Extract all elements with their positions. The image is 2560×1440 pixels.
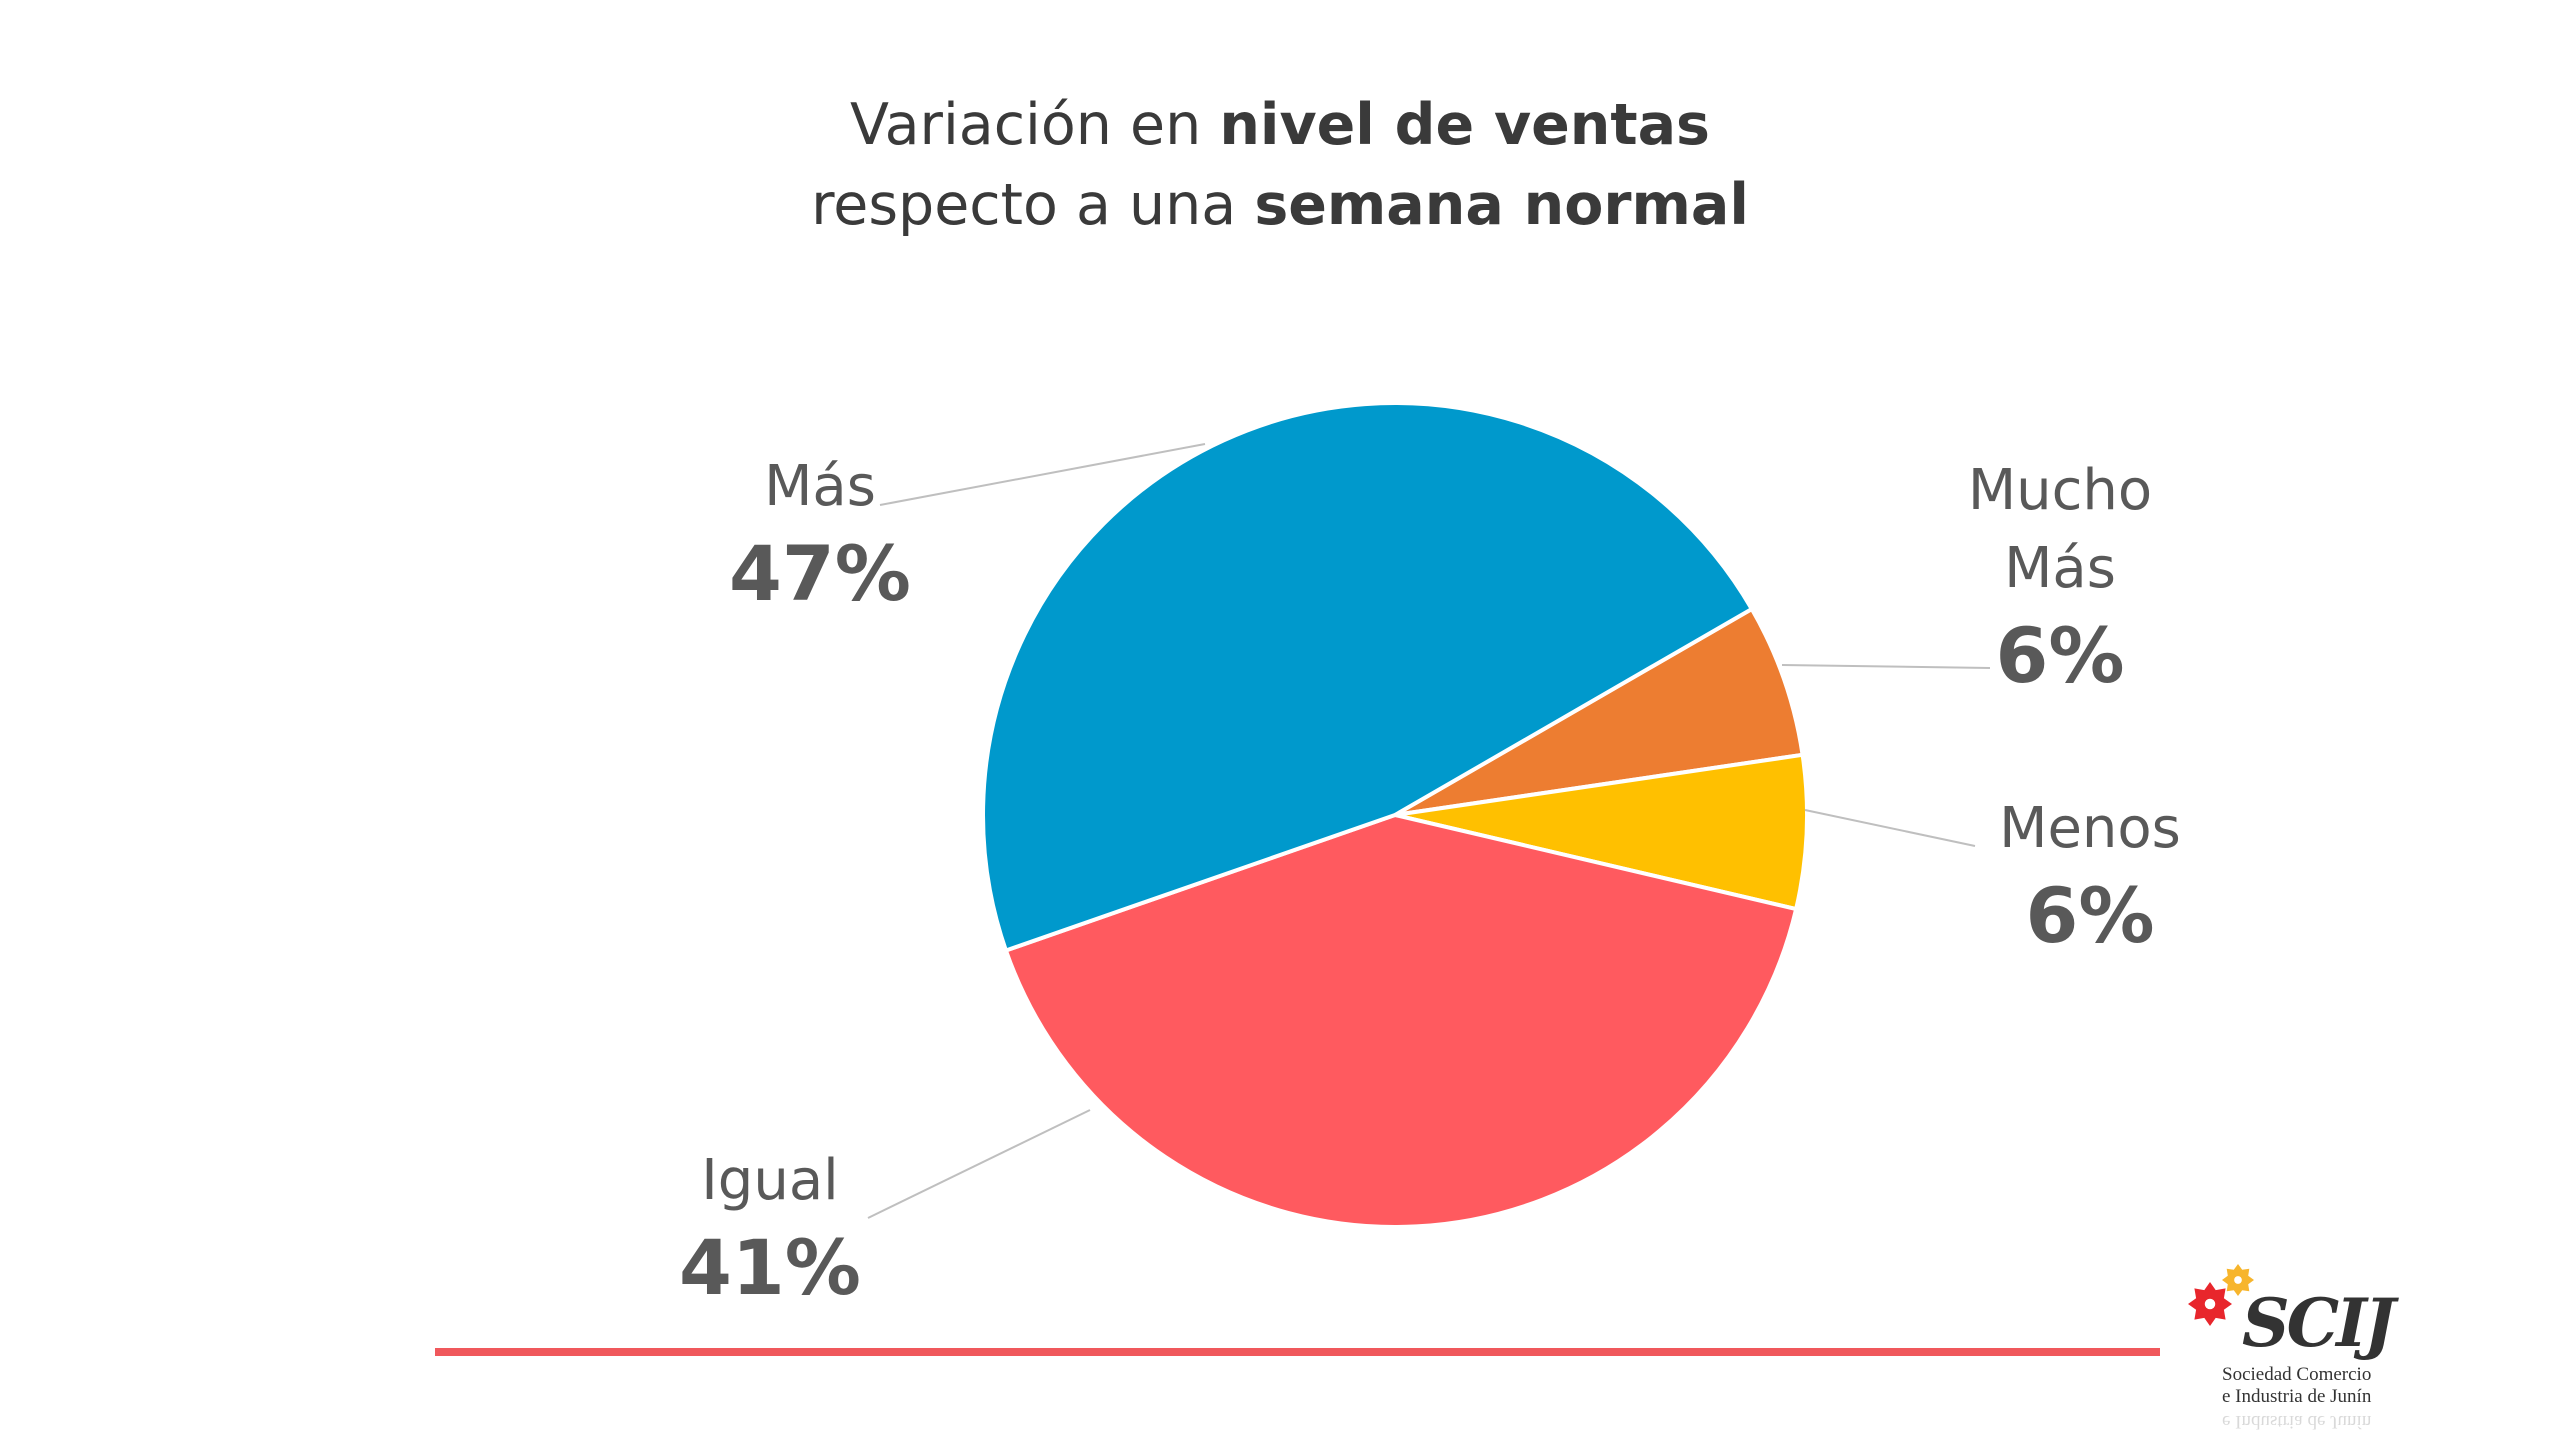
data-label-igual: Igual 41% [670, 1142, 870, 1316]
chart-title-line-2: respecto a una semana normal [0, 172, 2560, 238]
leader-line-igual [867, 1109, 1091, 1219]
label-igual-name: Igual [701, 1148, 839, 1213]
label-menos-name: Menos [1999, 796, 2181, 861]
logo-subtitle: Sociedad Comercio e Industria de Junín [2222, 1364, 2371, 1408]
chart-title-line-1: Variación en nivel de ventas [0, 92, 2560, 158]
logo-subtitle-line-1: Sociedad Comercio [2222, 1364, 2372, 1385]
label-mas-name: Más [764, 454, 876, 519]
logo-brand: SCIJ [2242, 1284, 2395, 1362]
leader-line-mas [879, 443, 1206, 506]
label-mucho-name-1: Mucho [1967, 458, 2153, 523]
gear-yellow-shape-hole [2234, 1276, 2242, 1284]
scij-logo: SCIJ Sociedad Comercio e Industria de Ju… [2188, 1260, 2418, 1440]
label-mucho-name-2: Más [2004, 536, 2116, 601]
label-igual-value: 41% [679, 1223, 861, 1312]
logo-reflection: e Industria de Junín [2222, 1410, 2371, 1432]
data-label-mas: Más 47% [720, 448, 920, 622]
leader-line-mucho [1781, 664, 1991, 669]
data-label-mucho-mas: Mucho Más 6% [1920, 452, 2200, 704]
pie-slice-mucho-mas [1393, 607, 1805, 817]
bottom-divider [435, 1348, 2160, 1356]
pie-slice-menos [1393, 752, 1809, 912]
gear-logo-icon [2188, 1264, 2254, 1326]
data-label-menos: Menos 6% [1950, 790, 2230, 964]
pie-slice-igual [1003, 813, 1799, 1229]
label-menos-value: 6% [2025, 871, 2155, 960]
logo-reflection-line-2: e Industria de Junín [2222, 1411, 2372, 1432]
label-mas-value: 47% [729, 529, 911, 618]
leader-line-menos [1804, 809, 1976, 847]
title-line-1-bold: nivel de ventas [1219, 92, 1710, 158]
gear-red-shape-hole [2204, 1298, 2216, 1310]
title-line-1-text: Variación en [850, 92, 1220, 158]
pie-slice-mas [981, 401, 1754, 953]
title-line-2-bold: semana normal [1254, 172, 1749, 238]
label-mucho-value: 6% [1995, 611, 2125, 700]
title-line-2-text: respecto a una [811, 172, 1255, 238]
logo-subtitle-line-2: e Industria de Junín [2222, 1386, 2372, 1407]
